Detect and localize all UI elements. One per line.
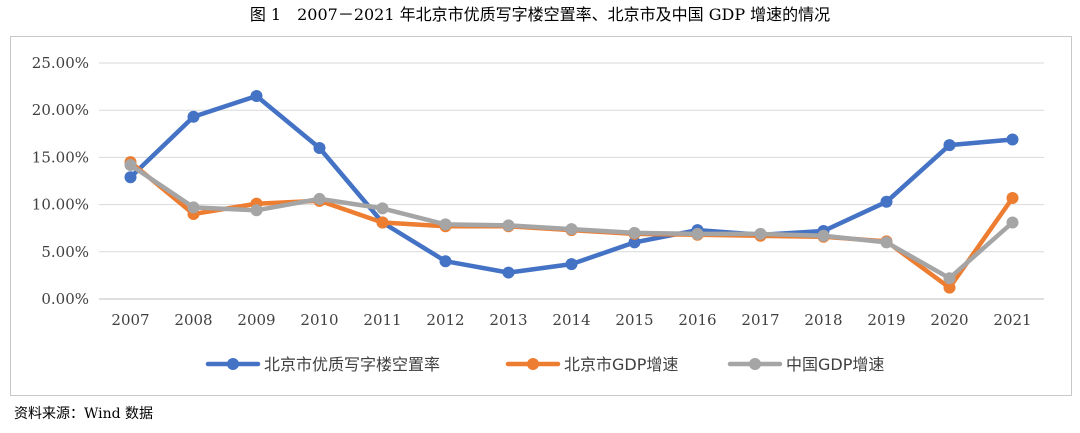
y-axis-ticks: 0.00% 5.00% 10.00% 15.00% 20.00% 25.00% (32, 54, 89, 308)
data-point (880, 195, 893, 208)
x-tick-label: 2016 (678, 311, 716, 329)
legend-swatch-marker (527, 358, 539, 370)
data-point (313, 141, 326, 154)
x-tick-label: 2008 (174, 311, 212, 329)
legend-label: 北京市优质写字楼空置率 (264, 355, 440, 374)
x-tick-label: 2011 (363, 311, 401, 329)
y-tick-label: 0.00% (41, 290, 89, 308)
y-tick-label: 5.00% (41, 243, 89, 261)
data-point (187, 201, 200, 214)
data-point (691, 227, 704, 240)
series-1 (124, 90, 1019, 279)
legend-swatch-marker (227, 358, 239, 370)
legend-item: 中国GDP增速 (727, 355, 884, 374)
x-axis-ticks: 2007 2008 2009 2010 2011 2012 2013 2014 2015 2016… (111, 311, 1031, 329)
legend: 北京市优质写字楼空置率 北京市GDP增速 中国GDP增速 (205, 355, 884, 374)
data-point (880, 236, 893, 249)
data-point (502, 219, 515, 232)
x-tick-label: 2018 (804, 311, 842, 329)
x-tick-label: 2012 (426, 311, 464, 329)
x-tick-label: 2007 (111, 311, 149, 329)
y-tick-label: 20.00% (32, 101, 89, 119)
x-tick-label: 2017 (741, 311, 779, 329)
data-point (565, 258, 578, 271)
figure-title: 图 1 2007－2021 年北京市优质写字楼空置率、北京市及中国 GDP 增速… (249, 5, 831, 24)
chart-frame: 0.00% 5.00% 10.00% 15.00% 20.00% 25.00% 2007 2… (10, 36, 1072, 396)
legend-item: 北京市优质写字楼空置率 (205, 355, 440, 374)
y-tick-label: 25.00% (32, 54, 89, 72)
y-tick-label: 10.00% (32, 196, 89, 214)
series-group (124, 90, 1019, 294)
data-point (439, 218, 452, 231)
data-point (439, 255, 452, 268)
x-tick-label: 2021 (993, 311, 1031, 329)
line-chart: 0.00%5.00%10.00%15.00%20.00%25.00% 2007 2… (32, 54, 1044, 374)
x-tick-label: 2014 (552, 311, 590, 329)
x-tick-label: 2020 (930, 311, 968, 329)
data-point (187, 110, 200, 123)
data-point (376, 202, 389, 215)
legend-label: 北京市GDP增速 (564, 355, 678, 374)
x-tick-label: 2019 (867, 311, 905, 329)
legend-swatch-marker (749, 358, 761, 370)
data-point (250, 204, 263, 217)
data-point (817, 229, 830, 242)
data-point (250, 90, 263, 103)
data-point (313, 192, 326, 205)
data-point (376, 216, 389, 229)
data-point (565, 223, 578, 236)
source-note: 资料来源：Wind 数据 (14, 406, 154, 422)
legend-item: 北京市GDP增速 (505, 355, 678, 374)
data-point (943, 272, 956, 285)
data-point (754, 227, 767, 240)
series-line (128, 93, 1015, 275)
data-point (1006, 191, 1019, 204)
data-point (124, 171, 137, 184)
series-3 (124, 158, 1019, 285)
x-tick-label: 2009 (237, 311, 275, 329)
data-point (628, 236, 641, 249)
data-point (502, 266, 515, 279)
legend-label: 中国GDP增速 (786, 355, 884, 374)
x-tick-label: 2010 (300, 311, 338, 329)
data-point (1006, 216, 1019, 229)
data-point (628, 226, 641, 239)
x-tick-label: 2013 (489, 311, 527, 329)
x-tick-label: 2015 (615, 311, 653, 329)
data-point (943, 139, 956, 152)
data-point (124, 158, 137, 171)
y-tick-label: 15.00% (32, 148, 89, 166)
data-point (943, 281, 956, 294)
data-point (1006, 133, 1019, 146)
